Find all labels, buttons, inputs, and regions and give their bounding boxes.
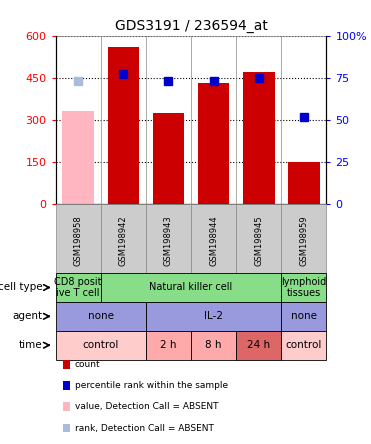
- Text: control: control: [83, 340, 119, 350]
- Text: none: none: [88, 311, 114, 321]
- FancyBboxPatch shape: [236, 204, 281, 273]
- FancyBboxPatch shape: [63, 360, 70, 369]
- Text: Natural killer cell: Natural killer cell: [150, 282, 233, 293]
- FancyBboxPatch shape: [146, 331, 191, 360]
- Text: CD8 posit
ive T cell: CD8 posit ive T cell: [55, 277, 102, 298]
- Bar: [243, 72, 275, 204]
- Text: control: control: [286, 340, 322, 350]
- FancyBboxPatch shape: [101, 204, 146, 273]
- FancyBboxPatch shape: [56, 331, 146, 360]
- Text: GSM198959: GSM198959: [299, 215, 308, 266]
- FancyBboxPatch shape: [101, 273, 281, 302]
- FancyBboxPatch shape: [281, 302, 326, 331]
- Bar: [108, 47, 139, 204]
- Bar: [62, 111, 94, 204]
- FancyBboxPatch shape: [56, 273, 101, 302]
- FancyBboxPatch shape: [63, 381, 70, 390]
- Text: GSM198958: GSM198958: [74, 215, 83, 266]
- Text: agent: agent: [13, 311, 43, 321]
- Title: GDS3191 / 236594_at: GDS3191 / 236594_at: [115, 19, 267, 33]
- Text: 8 h: 8 h: [206, 340, 222, 350]
- FancyBboxPatch shape: [63, 402, 70, 411]
- FancyBboxPatch shape: [146, 204, 191, 273]
- Text: percentile rank within the sample: percentile rank within the sample: [75, 381, 228, 390]
- FancyBboxPatch shape: [191, 204, 236, 273]
- Text: GSM198942: GSM198942: [119, 215, 128, 266]
- FancyBboxPatch shape: [146, 302, 281, 331]
- FancyBboxPatch shape: [63, 424, 70, 432]
- FancyBboxPatch shape: [281, 331, 326, 360]
- Text: GSM198944: GSM198944: [209, 215, 218, 266]
- Text: lymphoid
tissues: lymphoid tissues: [281, 277, 326, 298]
- FancyBboxPatch shape: [281, 273, 326, 302]
- Text: GSM198943: GSM198943: [164, 215, 173, 266]
- FancyBboxPatch shape: [191, 331, 236, 360]
- Text: none: none: [291, 311, 317, 321]
- FancyBboxPatch shape: [281, 204, 326, 273]
- Text: time: time: [19, 340, 43, 350]
- Text: value, Detection Call = ABSENT: value, Detection Call = ABSENT: [75, 402, 219, 411]
- FancyBboxPatch shape: [56, 302, 146, 331]
- Bar: [198, 83, 229, 204]
- Text: count: count: [75, 360, 101, 369]
- Text: GSM198945: GSM198945: [254, 215, 263, 266]
- Text: rank, Detection Call = ABSENT: rank, Detection Call = ABSENT: [75, 424, 214, 432]
- Text: 2 h: 2 h: [160, 340, 177, 350]
- FancyBboxPatch shape: [56, 204, 101, 273]
- Text: 24 h: 24 h: [247, 340, 270, 350]
- Bar: [153, 113, 184, 204]
- Text: IL-2: IL-2: [204, 311, 223, 321]
- Bar: [288, 162, 320, 204]
- FancyBboxPatch shape: [236, 331, 281, 360]
- Text: cell type: cell type: [0, 282, 43, 293]
